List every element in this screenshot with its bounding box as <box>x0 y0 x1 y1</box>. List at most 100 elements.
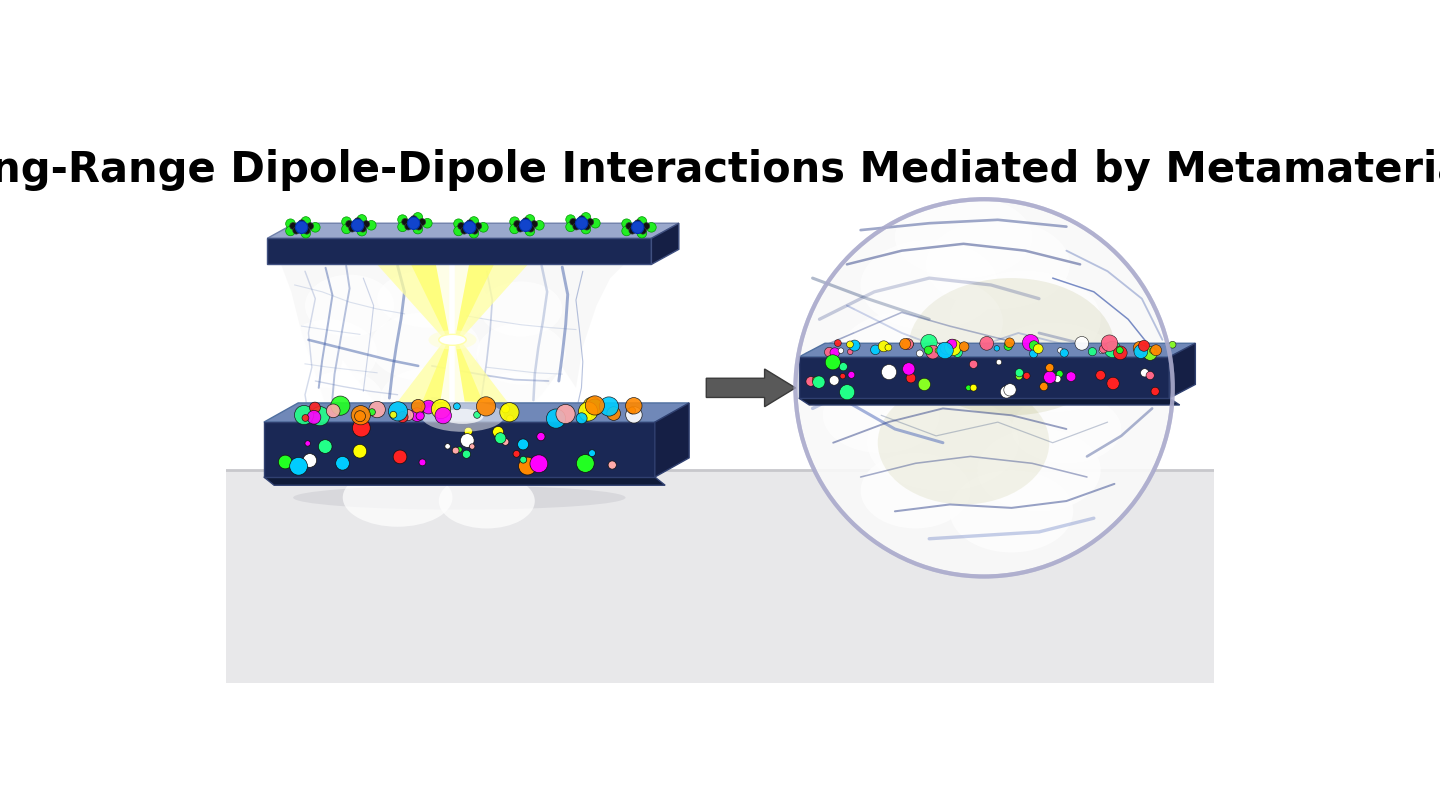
Circle shape <box>582 212 590 222</box>
Circle shape <box>1004 384 1017 396</box>
Circle shape <box>622 226 631 236</box>
Circle shape <box>1143 347 1156 360</box>
Ellipse shape <box>894 196 1032 278</box>
Circle shape <box>969 360 978 369</box>
Circle shape <box>353 445 367 458</box>
Ellipse shape <box>412 419 507 474</box>
Circle shape <box>932 343 940 352</box>
Circle shape <box>840 373 845 379</box>
Circle shape <box>307 411 321 424</box>
Circle shape <box>1113 346 1128 360</box>
Circle shape <box>916 350 923 357</box>
Ellipse shape <box>861 241 998 330</box>
Circle shape <box>1096 370 1106 380</box>
Circle shape <box>520 456 527 463</box>
Circle shape <box>1151 387 1159 395</box>
Circle shape <box>636 228 647 238</box>
Circle shape <box>341 217 351 227</box>
Circle shape <box>945 339 960 356</box>
Circle shape <box>590 219 600 228</box>
Circle shape <box>622 219 631 228</box>
Circle shape <box>920 335 937 351</box>
Circle shape <box>341 224 351 234</box>
Circle shape <box>408 217 420 229</box>
Circle shape <box>1034 344 1043 353</box>
Circle shape <box>971 384 976 391</box>
Circle shape <box>579 402 598 421</box>
Circle shape <box>546 409 566 428</box>
Ellipse shape <box>294 486 625 509</box>
Circle shape <box>422 400 435 414</box>
Circle shape <box>1099 348 1104 354</box>
Circle shape <box>397 222 408 232</box>
Circle shape <box>1104 341 1120 358</box>
Circle shape <box>393 450 408 464</box>
Circle shape <box>510 217 520 227</box>
Circle shape <box>629 407 635 414</box>
Circle shape <box>871 345 880 355</box>
Circle shape <box>474 411 481 418</box>
Circle shape <box>302 454 317 467</box>
Ellipse shape <box>950 470 1073 552</box>
Circle shape <box>1056 370 1063 377</box>
Ellipse shape <box>343 468 452 526</box>
Circle shape <box>301 228 311 238</box>
Circle shape <box>285 219 295 228</box>
Polygon shape <box>268 238 651 264</box>
Circle shape <box>492 426 504 437</box>
Circle shape <box>278 455 292 469</box>
Circle shape <box>1133 341 1146 355</box>
Circle shape <box>348 225 356 232</box>
Circle shape <box>413 212 423 222</box>
Ellipse shape <box>909 278 1115 416</box>
Ellipse shape <box>822 377 939 453</box>
Ellipse shape <box>867 394 1018 491</box>
Bar <box>226 470 1214 683</box>
Circle shape <box>639 228 647 234</box>
Circle shape <box>959 342 969 352</box>
Polygon shape <box>1169 343 1195 399</box>
Ellipse shape <box>377 270 487 328</box>
Circle shape <box>454 403 461 410</box>
Circle shape <box>1024 373 1030 379</box>
Circle shape <box>585 396 605 415</box>
Ellipse shape <box>429 330 477 349</box>
Circle shape <box>517 225 524 232</box>
Circle shape <box>530 460 539 468</box>
Circle shape <box>829 376 840 386</box>
Circle shape <box>838 348 844 353</box>
Circle shape <box>903 339 913 350</box>
Circle shape <box>461 228 468 234</box>
Circle shape <box>445 444 451 449</box>
Circle shape <box>812 376 825 388</box>
Circle shape <box>477 397 495 416</box>
Circle shape <box>629 228 636 234</box>
Polygon shape <box>799 357 1169 399</box>
Circle shape <box>881 364 897 380</box>
Circle shape <box>403 410 413 420</box>
Ellipse shape <box>504 428 579 479</box>
Circle shape <box>1146 372 1155 380</box>
Ellipse shape <box>950 271 1100 367</box>
Circle shape <box>1004 342 1012 351</box>
Circle shape <box>906 365 914 373</box>
Circle shape <box>583 224 590 230</box>
Polygon shape <box>799 399 1179 405</box>
Circle shape <box>435 407 451 424</box>
Polygon shape <box>799 343 1195 357</box>
Circle shape <box>301 216 311 226</box>
Circle shape <box>518 457 537 475</box>
Circle shape <box>583 397 602 416</box>
Circle shape <box>1140 369 1149 377</box>
Circle shape <box>570 219 576 225</box>
Circle shape <box>935 347 940 353</box>
Circle shape <box>305 441 311 446</box>
Ellipse shape <box>442 409 484 424</box>
Circle shape <box>367 220 376 230</box>
Circle shape <box>1047 372 1057 381</box>
Circle shape <box>840 363 847 371</box>
Circle shape <box>878 341 890 352</box>
Circle shape <box>318 440 333 454</box>
Circle shape <box>632 221 644 233</box>
Circle shape <box>405 223 412 230</box>
